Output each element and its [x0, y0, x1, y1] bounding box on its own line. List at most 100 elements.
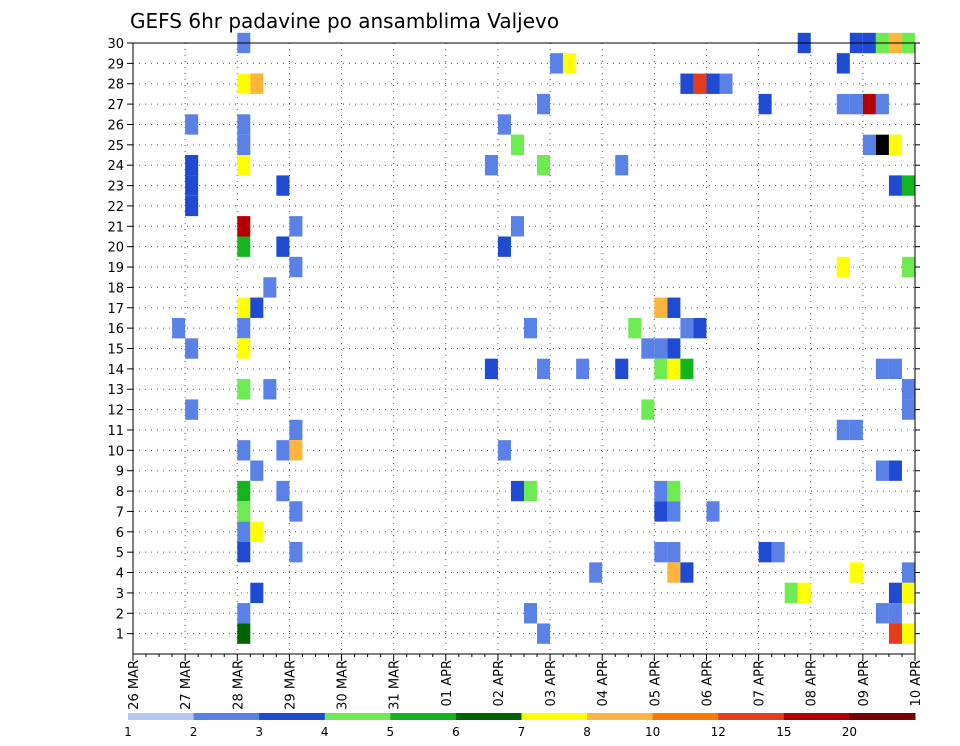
y-tick-label: 28	[107, 78, 124, 93]
heatmap-cell	[289, 256, 303, 278]
heatmap-cell	[628, 317, 642, 339]
heatmap-cell	[667, 338, 681, 359]
x-tick-label: 30 MAR	[336, 660, 351, 710]
colorbar-label: 15	[776, 725, 791, 739]
colorbar-swatch	[652, 713, 719, 720]
colorbar-swatch	[783, 713, 850, 720]
heatmap-cell	[537, 93, 551, 115]
colorbar: 1 2 3 4 5 6 7 8 10 12 15 20	[124, 713, 916, 739]
x-tick-label: 01 APR	[440, 660, 455, 706]
heatmap-cell	[237, 297, 251, 318]
heatmap-cell	[693, 73, 707, 94]
heatmap-cell	[706, 501, 720, 522]
heatmap-cell	[289, 440, 303, 461]
heatmap-cell	[185, 399, 199, 420]
heatmap-cell	[237, 216, 251, 237]
x-tick-label: 29 MAR	[283, 660, 298, 710]
heatmap-cell	[680, 317, 694, 339]
y-tick-label: 14	[107, 363, 124, 378]
heatmap-cell	[654, 358, 668, 380]
y-tick-label: 10	[107, 444, 124, 459]
heatmap-cell	[185, 155, 199, 176]
heatmap-cell	[550, 53, 564, 74]
y-tick-label: 1	[116, 628, 124, 643]
colorbar-swatch	[128, 713, 195, 720]
heatmap-cell	[263, 379, 277, 400]
colorbar-swatch	[259, 713, 326, 720]
heatmap-cell	[237, 317, 251, 339]
y-tick-label: 16	[107, 322, 124, 337]
heatmap-cell	[276, 175, 290, 196]
heatmap-cell	[289, 501, 303, 522]
heatmap-cell	[667, 480, 681, 502]
heatmap-cell	[693, 317, 707, 339]
heatmap-cell	[510, 134, 524, 156]
heatmap-cell	[537, 358, 551, 380]
heatmap-cell	[276, 440, 290, 461]
heatmap-cell	[185, 195, 199, 217]
heatmap-cell	[654, 480, 668, 502]
heatmap-cell	[263, 277, 277, 298]
heatmap-cell	[250, 521, 264, 542]
heatmap-cell	[875, 358, 889, 380]
heatmap-cell	[888, 175, 902, 196]
heatmap-cell	[276, 236, 290, 257]
heatmap-cell	[537, 623, 551, 644]
heatmap-cell	[797, 582, 811, 604]
y-tick-label: 9	[116, 465, 124, 480]
heatmap-cell	[250, 582, 264, 604]
heatmap-cell	[537, 155, 551, 176]
heatmap-cell	[237, 134, 251, 156]
y-tick-label: 15	[107, 343, 124, 358]
y-tick-label: 6	[116, 526, 124, 541]
heatmap-cell	[250, 297, 264, 318]
x-tick-label: 09 APR	[857, 660, 872, 706]
heatmap-cell	[641, 338, 655, 359]
heatmap-cell	[289, 216, 303, 237]
x-tick-label: 08 APR	[805, 660, 820, 706]
heatmap-cell	[237, 155, 251, 176]
heatmap-cell	[875, 134, 889, 156]
y-tick-label: 27	[107, 98, 124, 113]
heatmap-cell	[237, 338, 251, 359]
heatmap-cell	[237, 521, 251, 542]
heatmap-cell	[237, 501, 251, 522]
y-tick-label: 12	[107, 404, 124, 419]
y-tick-label: 26	[107, 118, 124, 133]
heatmap-cell	[185, 175, 199, 196]
heatmap-cell	[667, 562, 681, 583]
x-tick-label: 28 MAR	[231, 660, 246, 710]
y-tick-label: 11	[107, 424, 124, 439]
x-tick-label: 31 MAR	[388, 660, 403, 710]
y-tick-label: 2	[116, 607, 124, 622]
heatmap-cell	[667, 501, 681, 522]
heatmap-cell	[901, 562, 915, 583]
heatmap-cell	[706, 73, 720, 94]
colorbar-swatch	[390, 713, 457, 720]
heatmap-cell	[654, 297, 668, 318]
heatmap-cell	[524, 603, 538, 624]
x-tick-label: 07 APR	[753, 660, 768, 706]
heatmap-cell	[901, 623, 915, 644]
x-tick-label: 02 APR	[492, 660, 507, 706]
colorbar-label: 10	[645, 725, 660, 739]
heatmap-cell	[771, 541, 785, 563]
y-tick-label: 30	[107, 37, 124, 52]
heatmap-cell	[237, 440, 251, 461]
heatmap-cell	[237, 379, 251, 400]
heatmap-cell	[836, 256, 850, 278]
heatmap-cell	[836, 419, 850, 441]
heatmap-cell	[888, 460, 902, 481]
colorbar-swatch	[193, 713, 260, 720]
x-tick-label: 10 APR	[909, 660, 924, 706]
heatmap-cell	[524, 480, 538, 502]
heatmap-cell	[497, 236, 511, 257]
y-tick-label: 24	[107, 159, 124, 174]
heatmap-cell	[641, 399, 655, 420]
x-tick-label: 03 APR	[544, 660, 559, 706]
heatmap-cell	[237, 603, 251, 624]
chart-title: GEFS 6hr padavine po ansamblima Valjevo	[130, 9, 559, 33]
heatmap-cell	[784, 582, 798, 604]
heatmap-cell	[237, 236, 251, 257]
heatmap-cell	[589, 562, 603, 583]
